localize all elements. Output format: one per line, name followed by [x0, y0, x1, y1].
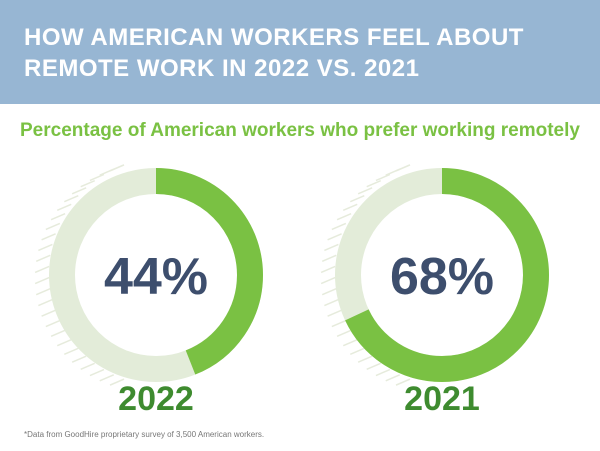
hatch-stroke — [71, 355, 87, 363]
year-label-2022: 2022 — [118, 380, 194, 418]
hatch-stroke — [80, 362, 96, 370]
hatch-stroke — [80, 180, 96, 188]
chart-subtitle: Percentage of American workers who prefe… — [20, 120, 580, 141]
hatch-stroke — [342, 203, 358, 212]
hatch-stroke — [50, 212, 66, 221]
percent-label-2021: 68% — [390, 248, 494, 306]
hatch-stroke — [45, 222, 61, 231]
hatch-stroke — [324, 298, 339, 307]
hatch-stroke — [375, 173, 391, 182]
hatch-stroke — [320, 265, 336, 274]
hatch-stroke — [34, 265, 50, 274]
hatch-stroke — [327, 309, 342, 317]
hatch-stroke — [385, 374, 401, 382]
hatch-stroke — [38, 243, 53, 252]
hatch-stroke — [63, 195, 79, 203]
hatch-stroke — [63, 347, 79, 355]
hatch-stroke — [375, 368, 391, 377]
decorative-hatch-2022 — [34, 164, 125, 386]
hatch-stroke — [56, 203, 72, 212]
hatch-stroke — [327, 233, 342, 241]
hatch-stroke — [50, 329, 66, 338]
hatch-stroke — [89, 368, 105, 377]
hatch-stroke — [395, 378, 411, 386]
hatch-stroke — [336, 212, 352, 221]
year-label-2021: 2021 — [404, 380, 480, 418]
hatch-stroke — [357, 355, 373, 363]
hatch-stroke — [320, 276, 336, 285]
hatch-stroke — [41, 309, 56, 317]
donut-arc-2021 — [335, 168, 549, 382]
hatch-stroke — [324, 243, 339, 252]
hatch-stroke — [331, 319, 347, 328]
hatch-stroke — [321, 254, 337, 263]
hatch-stroke — [35, 287, 51, 296]
hatch-stroke — [342, 338, 358, 347]
hatch-stroke — [349, 195, 365, 203]
donut-chart-2022: 44% — [34, 164, 263, 386]
donut-arc-2022 — [49, 168, 263, 382]
hatch-stroke — [109, 378, 125, 386]
hatch-stroke — [366, 362, 382, 370]
hatch-stroke — [99, 374, 115, 382]
hatch-stroke — [41, 233, 56, 241]
hatch-stroke — [366, 180, 382, 188]
hatch-stroke — [357, 187, 373, 195]
hatch-stroke — [385, 168, 401, 176]
hatch-stroke — [71, 187, 87, 195]
footnote: *Data from GoodHire proprietary survey o… — [24, 430, 265, 439]
hatch-stroke — [38, 298, 53, 307]
page-title: HOW AMERICAN WORKERS FEEL ABOUT REMOTE W… — [24, 24, 524, 82]
percent-label-2022: 44% — [104, 248, 208, 306]
header-banner: HOW AMERICAN WORKERS FEEL ABOUT REMOTE W… — [0, 0, 600, 104]
hatch-stroke — [321, 287, 337, 296]
hatch-stroke — [336, 329, 352, 338]
hatch-stroke — [45, 319, 61, 328]
hatch-stroke — [89, 173, 105, 182]
hatch-stroke — [35, 254, 51, 263]
hatch-stroke — [56, 338, 72, 347]
decorative-hatch-2021 — [320, 164, 411, 386]
hatch-stroke — [99, 168, 115, 176]
hatch-stroke — [331, 222, 347, 231]
donut-chart-2021: 68% — [320, 164, 549, 386]
hatch-stroke — [349, 347, 365, 355]
hatch-stroke — [34, 276, 50, 285]
